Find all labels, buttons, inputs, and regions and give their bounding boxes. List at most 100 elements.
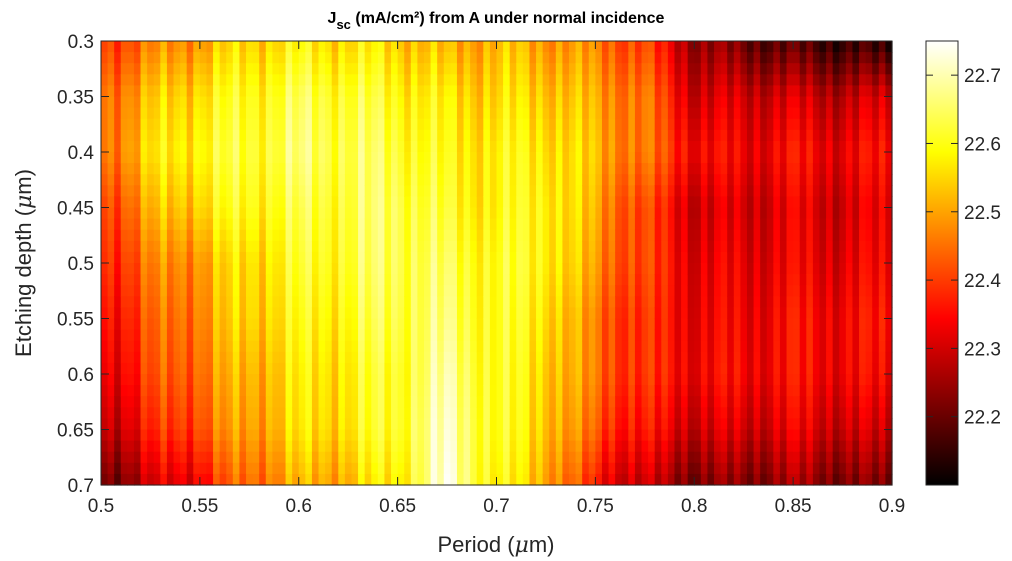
heatmap-cell (529, 296, 537, 308)
heatmap-cell (522, 462, 531, 475)
heatmap-cell (812, 207, 821, 220)
heatmap-cell (278, 318, 287, 331)
heatmap-cell (226, 118, 234, 131)
heatmap-cell (206, 118, 214, 131)
heatmap-cell (648, 163, 656, 175)
heatmap-cell (180, 196, 188, 209)
heatmap-cell (391, 263, 399, 275)
heatmap-cell (733, 274, 741, 286)
heatmap-cell (707, 118, 715, 131)
heatmap-cell (193, 296, 201, 308)
heatmap-cell (147, 85, 155, 98)
heatmap-cell (391, 462, 399, 475)
heatmap-cell (674, 351, 682, 364)
heatmap-cell (470, 274, 478, 286)
heatmap-cell (681, 152, 689, 164)
heatmap-cell (377, 351, 386, 364)
heatmap-cell (246, 362, 254, 375)
heatmap-cell (588, 329, 596, 342)
heatmap-cell (259, 462, 267, 475)
heatmap-cell (806, 63, 814, 75)
y-tick-label: 0.6 (68, 365, 94, 386)
heatmap-cell (173, 473, 181, 486)
heatmap-cell (397, 318, 405, 331)
colorbar-tick-label: 22.7 (964, 66, 1001, 87)
heatmap-cell (265, 196, 273, 209)
heatmap-cell (885, 140, 893, 153)
heatmap-cell (621, 240, 629, 253)
heatmap-cell (667, 385, 676, 397)
heatmap-cell (714, 185, 722, 197)
heatmap-cell (180, 218, 188, 231)
heatmap-cell (120, 451, 128, 464)
heatmap-cell (153, 185, 161, 197)
heatmap-cell (318, 152, 326, 164)
heatmap-cell (351, 229, 359, 242)
heatmap-cell (153, 63, 161, 75)
heatmap-cell (582, 362, 590, 375)
heatmap-cell (812, 374, 821, 386)
heatmap-cell (562, 118, 570, 131)
heatmap-cell (496, 340, 504, 353)
heatmap-cell (252, 251, 260, 264)
heatmap-cell (239, 185, 247, 197)
heatmap-cell (173, 196, 181, 209)
heatmap-cell (147, 218, 155, 231)
heatmap-cell (338, 285, 346, 297)
heatmap-cell (654, 263, 662, 275)
heatmap-cell (338, 52, 346, 64)
heatmap-cell (648, 274, 656, 286)
heatmap-cell (483, 329, 491, 342)
heatmap-cell (470, 418, 478, 431)
heatmap-cell (661, 451, 669, 464)
heatmap-cell (140, 63, 148, 75)
heatmap-cell (845, 274, 854, 286)
heatmap-cell (819, 351, 827, 364)
heatmap-cell (430, 163, 438, 175)
heatmap-cell (608, 63, 616, 75)
heatmap-cell (516, 340, 524, 353)
heatmap-cell (608, 318, 616, 331)
heatmap-cell (305, 307, 313, 320)
heatmap-cell (536, 296, 544, 308)
heatmap-cell (529, 240, 537, 253)
heatmap-cell (318, 440, 326, 453)
heatmap-cell (252, 41, 260, 53)
heatmap-cell (305, 107, 313, 120)
heatmap-cell (740, 74, 748, 86)
heatmap-cell (384, 274, 392, 286)
heatmap-cell (542, 318, 550, 331)
heatmap-cell (325, 196, 333, 209)
heatmap-cell (648, 440, 656, 453)
heatmap-cell (727, 96, 735, 109)
heatmap-cell (140, 329, 148, 342)
heatmap-cell (753, 362, 761, 375)
heatmap-cell (272, 263, 280, 275)
heatmap-cell (753, 63, 761, 75)
heatmap-cell (160, 129, 168, 142)
heatmap-cell (311, 374, 320, 386)
heatmap-cell (213, 285, 221, 297)
heatmap-cell (575, 196, 583, 209)
heatmap-cell (463, 340, 471, 353)
heatmap-cell (766, 63, 774, 75)
heatmap-cell (285, 240, 293, 253)
heatmap-cell (819, 307, 827, 320)
heatmap-cell (456, 85, 465, 98)
heatmap-cell (529, 362, 537, 375)
heatmap-cell (542, 85, 550, 98)
heatmap-cell (232, 407, 241, 419)
heatmap-cell (885, 296, 893, 308)
heatmap-cell (305, 318, 313, 331)
heatmap-cell (516, 296, 524, 308)
heatmap-cell (569, 307, 577, 320)
heatmap-cell (714, 240, 722, 253)
heatmap-cell (549, 74, 557, 86)
heatmap-cell (173, 263, 181, 275)
heatmap-cell (575, 329, 583, 342)
heatmap-cell (615, 318, 623, 331)
heatmap-cell (483, 163, 491, 175)
heatmap-cell (634, 85, 643, 98)
heatmap-cell (700, 85, 709, 98)
heatmap-cell (859, 251, 867, 264)
